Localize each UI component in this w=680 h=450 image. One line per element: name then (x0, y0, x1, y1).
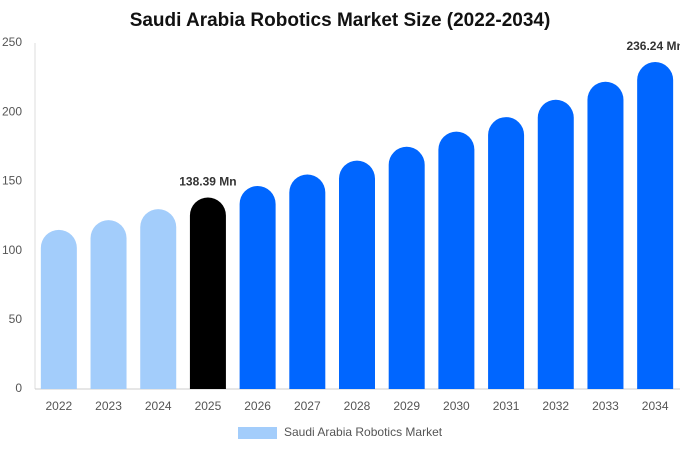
data-label: 138.39 Mn (179, 175, 236, 189)
chart-title: Saudi Arabia Robotics Market Size (2022-… (130, 10, 551, 31)
y-tick-label: 250 (2, 35, 22, 49)
bar (40, 229, 77, 389)
bar (488, 117, 525, 390)
x-tick-label: 2029 (393, 399, 420, 413)
x-tick-label: 2033 (592, 399, 619, 413)
bar (239, 185, 276, 389)
x-tick-label: 2022 (45, 399, 72, 413)
x-tick-label: 2028 (344, 399, 371, 413)
x-tick-label: 2031 (493, 399, 520, 413)
data-label: 236.24 Mn (626, 39, 680, 53)
x-tick-label: 2030 (443, 399, 470, 413)
bar (90, 220, 127, 389)
bar (140, 209, 177, 389)
x-tick-label: 2025 (195, 399, 222, 413)
bar (438, 131, 475, 390)
y-tick-label: 0 (15, 381, 22, 395)
bar (537, 99, 574, 389)
y-tick-label: 100 (2, 243, 22, 257)
bar (388, 146, 425, 389)
x-tick-label: 2032 (542, 399, 569, 413)
x-tick-label: 2034 (642, 399, 669, 413)
x-tick-label: 2023 (95, 399, 122, 413)
y-tick-label: 200 (2, 104, 22, 118)
x-tick-label: 2024 (145, 399, 172, 413)
bar (289, 174, 326, 389)
bar (189, 197, 226, 389)
y-tick-label: 150 (2, 174, 22, 188)
legend-label: Saudi Arabia Robotics Market (284, 425, 443, 439)
legend-swatch (238, 427, 277, 439)
x-tick-label: 2027 (294, 399, 321, 413)
bar (339, 160, 375, 389)
bar (587, 81, 624, 389)
bar (637, 62, 674, 390)
x-tick-label: 2026 (244, 399, 271, 413)
y-tick-label: 50 (9, 312, 23, 326)
